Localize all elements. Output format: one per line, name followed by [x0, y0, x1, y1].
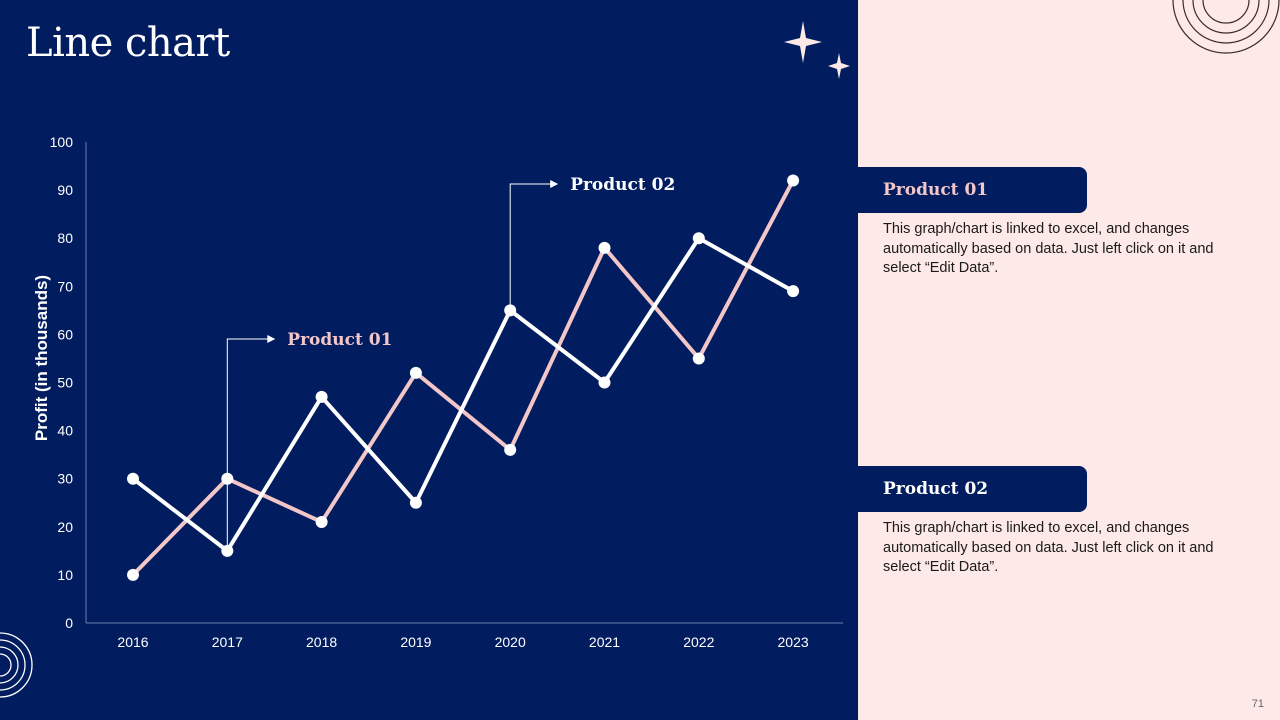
- info-panel: [858, 0, 1280, 720]
- y-tick-label: 0: [65, 615, 73, 631]
- y-tick-label: 40: [57, 423, 73, 439]
- data-point-product-02: [221, 544, 234, 557]
- data-point-product-02: [315, 390, 328, 403]
- concentric-arcs-icon: [0, 632, 33, 698]
- series-line-product-01: [131, 178, 796, 577]
- data-point-product-01: [787, 174, 800, 187]
- sparkle-small-icon: [828, 53, 850, 79]
- product-02-tab-label: Product 02: [883, 479, 989, 499]
- x-tick-label: 2016: [117, 634, 148, 650]
- x-tick-label: 2019: [400, 634, 431, 650]
- y-tick-label: 20: [57, 519, 73, 535]
- x-tick-label: 2020: [495, 634, 526, 650]
- data-point-product-01: [692, 352, 705, 365]
- y-tick-label: 30: [57, 471, 73, 487]
- product-02-description: This graph/chart is linked to excel, and…: [883, 520, 1214, 575]
- y-tick-label: 60: [57, 326, 73, 342]
- data-point-product-02: [409, 496, 422, 509]
- data-point-product-02: [598, 376, 611, 389]
- callout-label: Product 01: [287, 330, 392, 350]
- y-tick-label: 90: [57, 182, 73, 198]
- y-tick-label: 80: [57, 230, 73, 246]
- series-points: [127, 174, 800, 581]
- callout-label: Product 02: [570, 175, 675, 195]
- page-number: 71: [1251, 698, 1264, 710]
- x-tick-label: 2023: [778, 634, 809, 650]
- chart-panel: [0, 0, 858, 720]
- x-tick-label: 2022: [683, 634, 714, 650]
- data-point-product-01: [504, 443, 517, 456]
- callout-arrowhead: [550, 180, 559, 188]
- y-tick-label: 50: [57, 375, 73, 391]
- chart-axes: [85, 142, 843, 624]
- data-point-product-01: [598, 241, 611, 254]
- y-axis-ticks: 0 10 20 30 40 50 60 70 80 90 100: [50, 134, 74, 631]
- x-tick-label: 2021: [589, 634, 620, 650]
- y-tick-label: 70: [57, 278, 73, 294]
- x-tick-label: 2017: [212, 634, 243, 650]
- data-point-product-01: [127, 568, 139, 581]
- x-tick-label: 2018: [306, 634, 337, 650]
- data-point-product-01: [315, 515, 328, 528]
- y-axis-title: Profit (in thousands): [32, 275, 51, 441]
- concentric-arcs-icon: [1172, 0, 1280, 54]
- callout-connector: [509, 183, 553, 311]
- x-axis-ticks: 2016 2017 2018 2019 2020 2021 2022 2023: [117, 634, 808, 650]
- data-point-product-01: [221, 472, 234, 485]
- series-callouts: Product 01 Product 02: [226, 175, 675, 551]
- product-01-description: This graph/chart is linked to excel, and…: [883, 221, 1214, 276]
- series-line-product-02: [131, 236, 796, 553]
- y-tick-label: 100: [50, 134, 74, 150]
- product-01-tab: Product 01: [858, 167, 1087, 213]
- product-01-tab-label: Product 01: [883, 180, 989, 200]
- series-lines: [131, 178, 796, 577]
- y-tick-label: 10: [57, 567, 73, 583]
- data-point-product-02: [692, 232, 705, 245]
- callout-arrowhead: [267, 335, 276, 343]
- data-point-product-02: [504, 304, 517, 317]
- slide-title: Line chart: [26, 20, 230, 66]
- data-point-product-02: [127, 472, 139, 485]
- product-02-tab: Product 02: [858, 466, 1087, 512]
- data-point-product-02: [787, 285, 800, 298]
- sparkle-icon: [784, 21, 822, 63]
- data-point-product-01: [409, 366, 422, 379]
